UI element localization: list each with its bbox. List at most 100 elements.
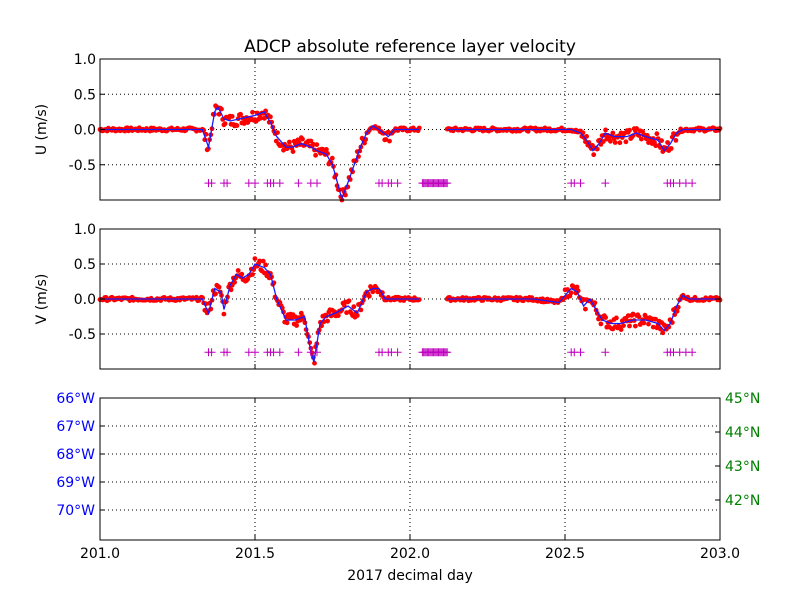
data-point — [608, 138, 613, 144]
flag-marker — [688, 348, 697, 357]
data-point — [636, 314, 642, 320]
flag-marker — [275, 348, 284, 357]
x-tick-label: 203.0 — [700, 546, 740, 562]
data-point — [617, 140, 623, 146]
smoothed-line — [100, 105, 420, 201]
data-point — [222, 121, 228, 127]
data-point — [625, 313, 631, 318]
data-point — [219, 106, 224, 112]
x-tick-label: 201.0 — [80, 546, 120, 562]
data-point — [232, 279, 238, 285]
y-tick-label: 0.5 — [74, 257, 96, 273]
data-point — [627, 127, 632, 133]
data-point — [257, 258, 262, 264]
flag-marker — [251, 179, 259, 188]
data-point — [329, 155, 335, 161]
u-velocity-panel: 1.0 0.5 0.0 -0.5 U (m/s) — [34, 52, 723, 203]
data-point — [252, 256, 258, 261]
data-point — [654, 131, 660, 137]
data-point — [221, 311, 227, 317]
v-velocity-panel: 1.0 0.5 0.0 -0.5 V (m/s) — [34, 222, 723, 370]
data-point — [653, 316, 659, 322]
data-point — [213, 291, 219, 297]
data-point — [324, 147, 329, 152]
data-point — [630, 311, 636, 317]
data-point — [633, 323, 638, 329]
data-point — [641, 320, 647, 326]
data-point — [650, 324, 656, 330]
flag-marker — [576, 348, 585, 357]
data-point — [618, 327, 624, 332]
data-point — [300, 136, 305, 142]
data-point — [659, 138, 664, 144]
data-point — [598, 321, 604, 327]
flag-marker — [601, 348, 610, 357]
data-point — [308, 138, 314, 144]
data-point — [250, 109, 255, 115]
latitude-tick-label: 44°N — [725, 425, 760, 441]
data-point — [668, 146, 674, 151]
flag-marker — [393, 179, 402, 188]
data-point — [284, 320, 290, 326]
data-point — [229, 114, 235, 119]
data-point — [646, 321, 651, 327]
y-axis-label: V (m/s) — [34, 274, 50, 325]
y-tick-label: -0.5 — [69, 327, 96, 343]
data-point — [665, 140, 670, 145]
data-point — [287, 139, 292, 145]
chart-title: ADCP absolute reference layer velocity — [244, 37, 576, 57]
data-point — [260, 258, 266, 264]
latitude-tick-label: 43°N — [725, 459, 760, 475]
data-point — [383, 137, 389, 142]
data-point — [290, 149, 296, 155]
data-point — [354, 313, 360, 318]
x-tick-label: 201.5 — [235, 546, 275, 562]
data-point — [627, 323, 632, 329]
data-point — [603, 127, 608, 133]
data-point — [293, 314, 298, 320]
data-point — [325, 318, 330, 324]
data-point — [238, 111, 244, 117]
data-point — [568, 290, 574, 296]
latitude-tick-label: 42°N — [725, 493, 760, 509]
data-point — [614, 315, 619, 321]
y-tick-label: 1.0 — [74, 52, 96, 68]
data-point — [239, 271, 245, 277]
data-point — [674, 308, 680, 314]
data-point — [313, 152, 318, 158]
data-point — [335, 313, 341, 318]
data-point — [673, 138, 679, 143]
y-tick-label: 0.5 — [74, 87, 96, 103]
data-point — [634, 126, 639, 131]
flag-marker — [275, 179, 284, 188]
data-point — [314, 142, 320, 148]
data-point — [639, 136, 644, 142]
position-panel: 201.0 201.5 202.0 202.5 203.0 66°W 67°W 68°W 69°… — [56, 391, 760, 562]
data-point — [370, 289, 376, 295]
flag-marker — [207, 179, 216, 188]
data-point — [610, 130, 616, 136]
flag-marker — [313, 348, 321, 357]
flag-marker — [294, 179, 303, 188]
data-point — [660, 330, 666, 336]
data-point — [258, 115, 264, 121]
data-point — [592, 300, 598, 306]
latitude-tick-label: 45°N — [725, 391, 760, 407]
data-point — [351, 304, 357, 310]
x-tick-label: 202.0 — [390, 546, 430, 562]
x-tick-label: 202.5 — [545, 546, 585, 562]
x-axis-label: 2017 decimal day — [347, 568, 472, 584]
data-point — [600, 139, 606, 144]
flag-marker — [251, 348, 259, 357]
flag-marker — [294, 348, 303, 357]
data-point — [621, 323, 626, 328]
y-tick-label: 0.0 — [74, 292, 96, 308]
longitude-tick-label: 69°W — [56, 475, 95, 491]
flag-marker — [688, 179, 697, 188]
y-tick-label: 1.0 — [74, 222, 96, 238]
flag-marker — [313, 179, 321, 188]
smoothed-line — [447, 287, 720, 332]
data-point — [294, 323, 299, 328]
data-point — [216, 284, 222, 290]
